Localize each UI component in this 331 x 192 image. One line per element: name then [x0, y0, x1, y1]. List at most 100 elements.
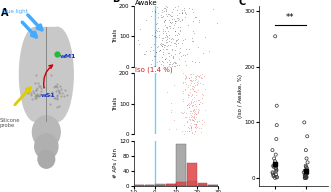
Point	[138, 27, 143, 31]
Point	[189, 126, 194, 129]
Point	[200, 52, 206, 55]
Point	[174, 39, 179, 42]
Point	[159, 36, 164, 39]
Point	[180, 54, 185, 57]
Point	[190, 104, 196, 107]
Point	[188, 117, 193, 120]
Point	[190, 80, 195, 83]
Point	[191, 90, 196, 93]
Point	[193, 112, 198, 115]
Point	[190, 110, 196, 113]
Point	[53, 84, 58, 87]
Point	[274, 124, 279, 127]
Point	[135, 39, 141, 42]
Point	[172, 29, 177, 32]
Point	[196, 75, 201, 78]
Point	[199, 118, 205, 121]
Point	[174, 63, 180, 66]
Point	[151, 35, 157, 38]
Point	[165, 6, 170, 9]
Point	[189, 100, 194, 103]
Point	[187, 105, 192, 108]
Point	[187, 76, 192, 79]
Point	[195, 112, 200, 115]
Point	[193, 113, 198, 116]
Point	[166, 36, 171, 40]
Point	[183, 76, 188, 79]
Point	[190, 119, 196, 122]
Point	[190, 29, 195, 32]
Point	[184, 63, 189, 66]
Point	[172, 21, 177, 24]
Point	[56, 90, 62, 93]
Point	[53, 89, 58, 92]
Point	[187, 102, 193, 105]
Point	[185, 96, 191, 99]
Point	[188, 102, 194, 105]
Point	[143, 18, 148, 21]
Point	[159, 44, 164, 47]
Bar	[187, 163, 197, 186]
Point	[191, 19, 196, 22]
Point	[163, 8, 168, 11]
Bar	[134, 185, 144, 186]
Point	[193, 16, 198, 19]
Point	[166, 55, 172, 58]
Point	[191, 89, 197, 92]
Point	[157, 36, 162, 39]
Point	[199, 122, 204, 126]
Point	[180, 98, 186, 101]
Point	[187, 78, 192, 81]
Point	[181, 110, 186, 113]
Text: wM1: wM1	[59, 54, 76, 59]
Point	[182, 60, 187, 63]
Point	[167, 26, 173, 29]
Point	[48, 74, 53, 77]
Point	[56, 89, 61, 92]
Point	[163, 57, 168, 60]
Point	[182, 16, 187, 19]
Point	[189, 98, 195, 101]
Point	[173, 6, 178, 9]
Point	[191, 78, 196, 81]
Ellipse shape	[38, 150, 55, 168]
Point	[161, 29, 166, 32]
Point	[274, 175, 279, 178]
Point	[197, 81, 202, 84]
Point	[151, 54, 157, 57]
Point	[181, 132, 186, 135]
Point	[57, 105, 62, 108]
Point	[196, 79, 201, 82]
Point	[37, 93, 43, 96]
Point	[189, 126, 194, 129]
Point	[195, 108, 201, 111]
Point	[61, 94, 67, 97]
Point	[178, 30, 183, 33]
Point	[164, 31, 169, 35]
Point	[274, 176, 280, 179]
Point	[173, 39, 179, 42]
Point	[56, 90, 61, 93]
Point	[162, 6, 167, 9]
Point	[177, 33, 182, 36]
Point	[32, 82, 38, 85]
Text: wS1: wS1	[41, 94, 56, 98]
Point	[202, 109, 208, 112]
Point	[56, 92, 61, 95]
Point	[189, 132, 195, 135]
Point	[150, 49, 155, 52]
Point	[270, 172, 275, 175]
Point	[170, 55, 175, 58]
Point	[193, 113, 199, 116]
Point	[187, 7, 192, 10]
Bar	[155, 185, 165, 186]
Point	[189, 36, 194, 40]
Point	[186, 106, 192, 109]
Point	[173, 61, 179, 65]
Point	[179, 42, 185, 45]
Point	[170, 8, 175, 11]
Point	[188, 94, 194, 98]
Bar	[134, 185, 144, 186]
Point	[152, 10, 157, 13]
Point	[179, 9, 184, 12]
